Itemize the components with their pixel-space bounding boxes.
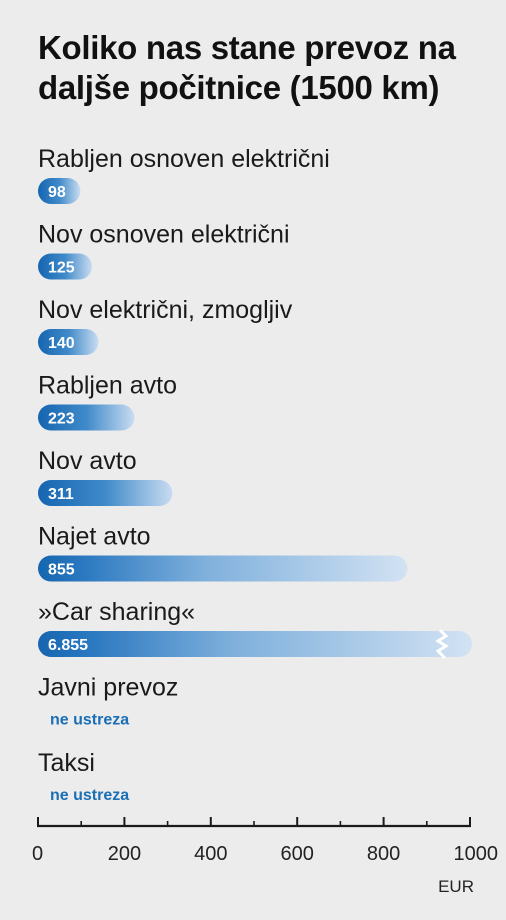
bar-value-label: 125 <box>48 260 75 277</box>
category-label: Rabljen avto <box>38 372 177 400</box>
bar <box>38 555 408 582</box>
x-tick-label: 0 <box>32 843 43 865</box>
bar-value-label: 223 <box>48 411 75 428</box>
category-label: Rabljen osnoven električni <box>38 145 330 173</box>
bar-value-label: 6.855 <box>48 637 88 654</box>
x-axis-unit: EUR <box>438 877 474 896</box>
bar <box>38 631 472 657</box>
x-tick-label: 1000 <box>454 843 499 865</box>
not-applicable-label: ne ustreza <box>50 787 129 804</box>
x-tick-label: 400 <box>194 843 227 865</box>
category-label: Javni prevoz <box>38 674 178 702</box>
bar <box>38 178 81 204</box>
category-label: Nov osnoven električni <box>38 221 290 249</box>
not-applicable-label: ne ustreza <box>50 712 129 729</box>
bar-value-label: 98 <box>48 184 66 201</box>
axis-break-mark <box>435 628 449 660</box>
category-label: »Car sharing« <box>38 598 195 626</box>
chart-title: Koliko nas stane prevoz na daljše počitn… <box>38 29 456 106</box>
category-label: Nov avto <box>38 447 137 475</box>
category-label: Taksi <box>38 749 95 777</box>
category-label: Nov električni, zmogljiv <box>38 296 293 324</box>
bar <box>38 329 99 355</box>
x-tick-label: 200 <box>108 843 141 865</box>
x-tick-label: 800 <box>367 843 400 865</box>
bar <box>38 253 92 280</box>
bar <box>38 404 135 431</box>
x-tick-label: 600 <box>281 843 314 865</box>
bar <box>38 480 173 506</box>
category-label: Najet avto <box>38 523 151 551</box>
bar-value-label: 855 <box>48 562 75 579</box>
bar-value-label: 311 <box>48 486 74 503</box>
bar-value-label: 140 <box>48 335 75 352</box>
